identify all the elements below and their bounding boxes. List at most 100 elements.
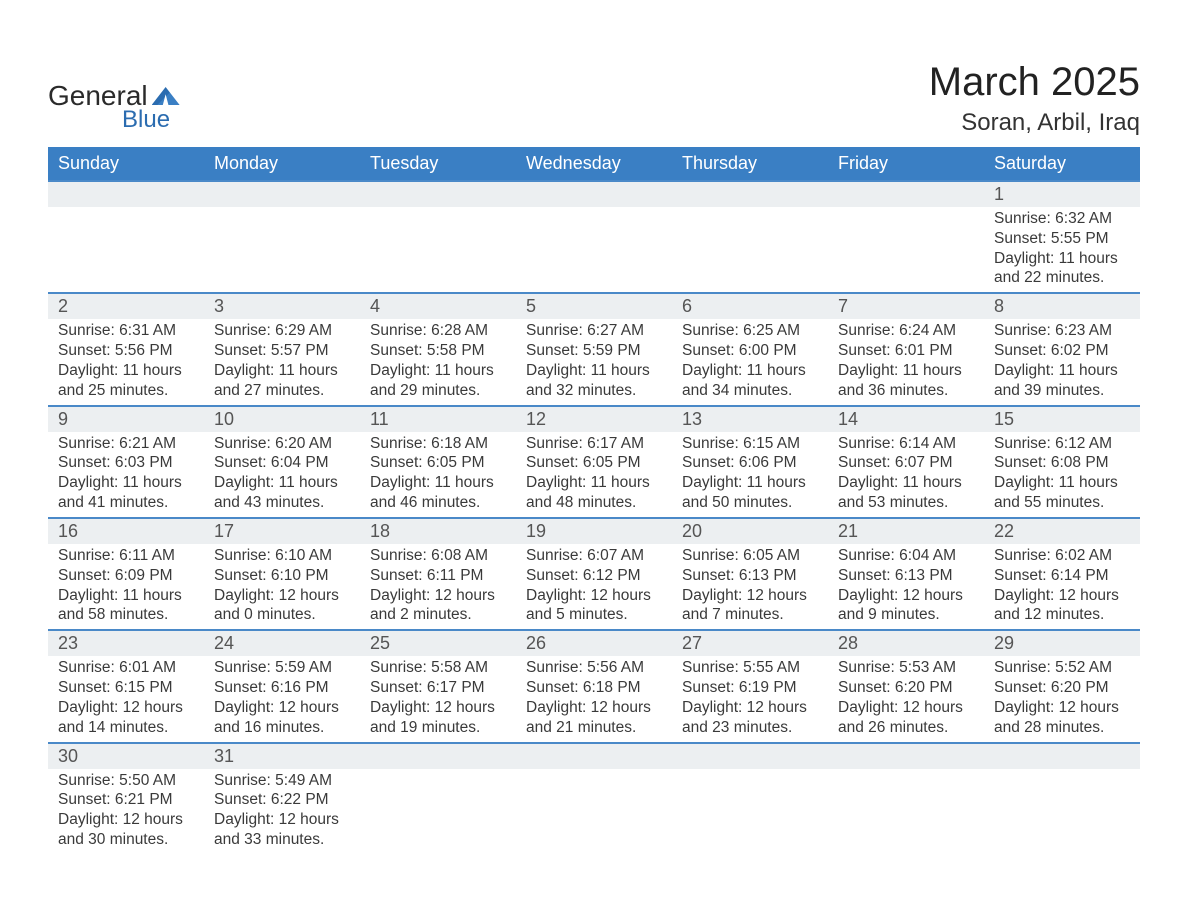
day-number-cell: 7 xyxy=(828,293,984,319)
sunset-line: Sunset: 6:19 PM xyxy=(682,678,818,698)
day-detail-cell: Sunrise: 6:21 AMSunset: 6:03 PMDaylight:… xyxy=(48,432,204,518)
day-detail-cell: Sunrise: 6:11 AMSunset: 6:09 PMDaylight:… xyxy=(48,544,204,630)
day-number-cell: 1 xyxy=(984,181,1140,207)
daylight-line: Daylight: 11 hours and 53 minutes. xyxy=(838,473,974,513)
day-detail-cell: Sunrise: 5:49 AMSunset: 6:22 PMDaylight:… xyxy=(204,769,360,854)
sunset-line: Sunset: 6:07 PM xyxy=(838,453,974,473)
day-number-cell: 29 xyxy=(984,630,1140,656)
day-detail-cell: Sunrise: 5:52 AMSunset: 6:20 PMDaylight:… xyxy=(984,656,1140,742)
day-number-cell xyxy=(204,181,360,207)
title-block: March 2025 Soran, Arbil, Iraq xyxy=(929,60,1140,137)
sunset-line: Sunset: 6:12 PM xyxy=(526,566,662,586)
weekday-header: Monday xyxy=(204,147,360,181)
day-detail-row: Sunrise: 6:21 AMSunset: 6:03 PMDaylight:… xyxy=(48,432,1140,518)
day-detail-cell: Sunrise: 6:28 AMSunset: 5:58 PMDaylight:… xyxy=(360,319,516,405)
day-detail-cell: Sunrise: 6:23 AMSunset: 6:02 PMDaylight:… xyxy=(984,319,1140,405)
day-number-cell xyxy=(48,181,204,207)
daylight-line: Daylight: 12 hours and 9 minutes. xyxy=(838,586,974,626)
day-number-cell: 16 xyxy=(48,518,204,544)
day-number-cell: 21 xyxy=(828,518,984,544)
day-number-row: 23242526272829 xyxy=(48,630,1140,656)
day-number-cell: 11 xyxy=(360,406,516,432)
daylight-line: Daylight: 12 hours and 0 minutes. xyxy=(214,586,350,626)
sunset-line: Sunset: 6:15 PM xyxy=(58,678,194,698)
sunrise-line: Sunrise: 6:20 AM xyxy=(214,434,350,454)
day-number-cell xyxy=(984,743,1140,769)
day-detail-cell: Sunrise: 6:02 AMSunset: 6:14 PMDaylight:… xyxy=(984,544,1140,630)
daylight-line: Daylight: 11 hours and 22 minutes. xyxy=(994,249,1130,289)
sunrise-line: Sunrise: 6:15 AM xyxy=(682,434,818,454)
daylight-line: Daylight: 11 hours and 29 minutes. xyxy=(370,361,506,401)
daylight-line: Daylight: 11 hours and 27 minutes. xyxy=(214,361,350,401)
sunset-line: Sunset: 5:56 PM xyxy=(58,341,194,361)
sunrise-line: Sunrise: 5:49 AM xyxy=(214,771,350,791)
sunrise-line: Sunrise: 6:01 AM xyxy=(58,658,194,678)
day-detail-cell xyxy=(828,769,984,854)
sunrise-line: Sunrise: 6:27 AM xyxy=(526,321,662,341)
day-number-cell: 2 xyxy=(48,293,204,319)
sunrise-line: Sunrise: 5:50 AM xyxy=(58,771,194,791)
sunrise-line: Sunrise: 6:24 AM xyxy=(838,321,974,341)
day-detail-row: Sunrise: 6:01 AMSunset: 6:15 PM Daylight:… xyxy=(48,656,1140,742)
day-number-cell xyxy=(516,743,672,769)
day-number-cell xyxy=(360,181,516,207)
daylight-line: Daylight: 11 hours and 32 minutes. xyxy=(526,361,662,401)
day-number-cell: 5 xyxy=(516,293,672,319)
day-number-cell xyxy=(672,743,828,769)
day-number-cell: 9 xyxy=(48,406,204,432)
day-detail-cell xyxy=(204,207,360,293)
daylight-line: Daylight: 11 hours and 48 minutes. xyxy=(526,473,662,513)
daylight-line: Daylight: 12 hours and 23 minutes. xyxy=(682,698,818,738)
sunrise-line: Sunrise: 6:23 AM xyxy=(994,321,1130,341)
day-number-cell: 8 xyxy=(984,293,1140,319)
day-number-cell xyxy=(516,181,672,207)
day-detail-cell: Sunrise: 6:25 AMSunset: 6:00 PMDaylight:… xyxy=(672,319,828,405)
weekday-header: Wednesday xyxy=(516,147,672,181)
day-detail-cell: Sunrise: 5:58 AMSunset: 6:17 PMDaylight:… xyxy=(360,656,516,742)
sunrise-line: Sunrise: 6:02 AM xyxy=(994,546,1130,566)
sunrise-line: Sunrise: 5:56 AM xyxy=(526,658,662,678)
sunset-line: Sunset: 6:21 PM xyxy=(58,790,194,810)
sunrise-line: Sunrise: 6:28 AM xyxy=(370,321,506,341)
day-number-row: 16171819202122 xyxy=(48,518,1140,544)
sunrise-line: Sunrise: 6:25 AM xyxy=(682,321,818,341)
sunrise-line: Sunrise: 6:31 AM xyxy=(58,321,194,341)
day-detail-cell: Sunrise: 6:15 AMSunset: 6:06 PMDaylight:… xyxy=(672,432,828,518)
sunset-line: Sunset: 6:16 PM xyxy=(214,678,350,698)
sunrise-line: Sunrise: 5:55 AM xyxy=(682,658,818,678)
day-number-cell: 19 xyxy=(516,518,672,544)
weekday-header: Saturday xyxy=(984,147,1140,181)
sunset-line: Sunset: 6:02 PM xyxy=(994,341,1130,361)
day-detail-row: Sunrise: 5:50 AMSunset: 6:21 PMDaylight:… xyxy=(48,769,1140,854)
day-number-cell: 13 xyxy=(672,406,828,432)
sunrise-line: Sunrise: 6:04 AM xyxy=(838,546,974,566)
daylight-line: Daylight: 11 hours and 25 minutes. xyxy=(58,361,194,401)
day-detail-row: Sunrise: 6:11 AMSunset: 6:09 PMDaylight:… xyxy=(48,544,1140,630)
day-number-cell: 26 xyxy=(516,630,672,656)
daylight-line: Daylight: 12 hours and 5 minutes. xyxy=(526,586,662,626)
sunset-line: Sunset: 6:04 PM xyxy=(214,453,350,473)
sunrise-line: Sunrise: 6:17 AM xyxy=(526,434,662,454)
sunrise-line: Sunrise: 6:07 AM xyxy=(526,546,662,566)
day-number-cell: 14 xyxy=(828,406,984,432)
sunset-line: Sunset: 6:14 PM xyxy=(994,566,1130,586)
day-detail-cell xyxy=(672,207,828,293)
page-title: March 2025 xyxy=(929,60,1140,105)
sunset-line: Sunset: 6:17 PM xyxy=(370,678,506,698)
sunset-line: Sunset: 5:59 PM xyxy=(526,341,662,361)
daylight-line: Daylight: 11 hours and 58 minutes. xyxy=(58,586,194,626)
day-detail-cell: Sunrise: 6:18 AMSunset: 6:05 PMDaylight:… xyxy=(360,432,516,518)
day-number-cell: 17 xyxy=(204,518,360,544)
daylight-line: Daylight: 12 hours and 30 minutes. xyxy=(58,810,194,850)
daylight-line: Daylight: 11 hours and 39 minutes. xyxy=(994,361,1130,401)
sunrise-line: Sunrise: 5:58 AM xyxy=(370,658,506,678)
day-detail-cell: Sunrise: 6:17 AMSunset: 6:05 PMDaylight:… xyxy=(516,432,672,518)
sunset-line: Sunset: 6:00 PM xyxy=(682,341,818,361)
day-detail-cell: Sunrise: 6:08 AMSunset: 6:11 PMDaylight:… xyxy=(360,544,516,630)
sunset-line: Sunset: 6:08 PM xyxy=(994,453,1130,473)
day-detail-cell: Sunrise: 5:50 AMSunset: 6:21 PMDaylight:… xyxy=(48,769,204,854)
day-detail-cell xyxy=(48,207,204,293)
day-number-cell: 20 xyxy=(672,518,828,544)
day-detail-cell: Sunrise: 6:20 AMSunset: 6:04 PMDaylight:… xyxy=(204,432,360,518)
daylight-line: Daylight: 11 hours and 46 minutes. xyxy=(370,473,506,513)
